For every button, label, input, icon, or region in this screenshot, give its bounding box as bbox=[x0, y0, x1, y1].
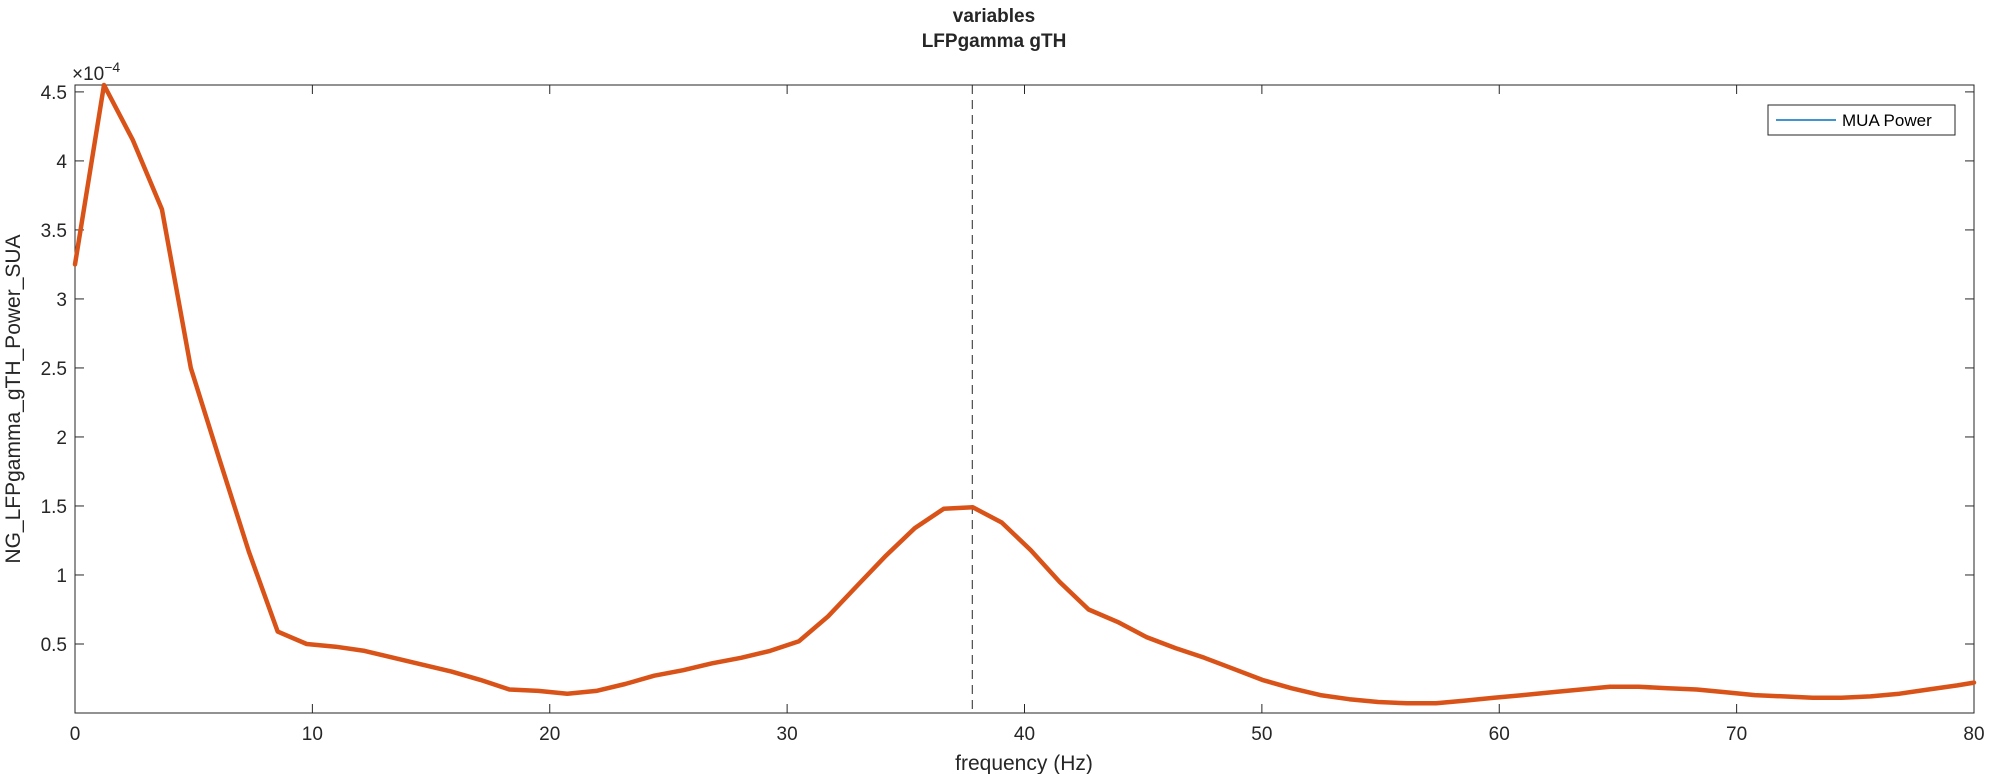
chart-subtitle: LFPgamma gTH bbox=[922, 31, 1067, 52]
x-tick-label: 10 bbox=[302, 724, 323, 745]
series-mua-power-line bbox=[72, 82, 1977, 706]
y-tick-label: 4.5 bbox=[41, 83, 67, 104]
x-tick-label: 20 bbox=[539, 724, 560, 745]
y-tick-label: 4 bbox=[56, 152, 67, 173]
plot-area bbox=[74, 84, 1975, 714]
x-tick-label: 50 bbox=[1251, 724, 1272, 745]
x-tick-label: 80 bbox=[1963, 724, 1984, 745]
x-tick-label: 60 bbox=[1489, 724, 1510, 745]
x-axis-label: frequency (Hz) bbox=[955, 752, 1093, 774]
y-tick-label: 1.5 bbox=[41, 497, 67, 518]
x-tick-label: 70 bbox=[1726, 724, 1747, 745]
x-axis: 0 10 20 30 40 50 60 70 80 bbox=[70, 85, 1985, 745]
legend: MUA Power bbox=[1767, 104, 1956, 136]
y-exponent-power: −4 bbox=[104, 59, 120, 75]
y-tick-label: 2 bbox=[56, 428, 67, 449]
legend-label-mua-power: MUA Power bbox=[1842, 111, 1932, 130]
x-tick-label: 40 bbox=[1014, 724, 1035, 745]
y-tick-label: 1 bbox=[56, 566, 67, 587]
y-exponent-base: ×10 bbox=[72, 64, 104, 85]
y-tick-label: 2.5 bbox=[41, 359, 67, 380]
y-tick-label: 3.5 bbox=[41, 221, 67, 242]
y-axis-label: NG_LFPgamma_gTH_Power_SUA bbox=[2, 234, 25, 563]
y-tick-label: 0.5 bbox=[41, 635, 67, 656]
y-axis: 0.5 1 1.5 2 2.5 3 3.5 4 4.5 bbox=[41, 83, 1974, 656]
chart-title: variables bbox=[953, 6, 1035, 27]
x-tick-label: 30 bbox=[777, 724, 798, 745]
x-tick-label: 0 bbox=[70, 724, 81, 745]
y-exponent-label: ×10−4 bbox=[72, 59, 120, 85]
y-tick-label: 3 bbox=[56, 290, 67, 311]
